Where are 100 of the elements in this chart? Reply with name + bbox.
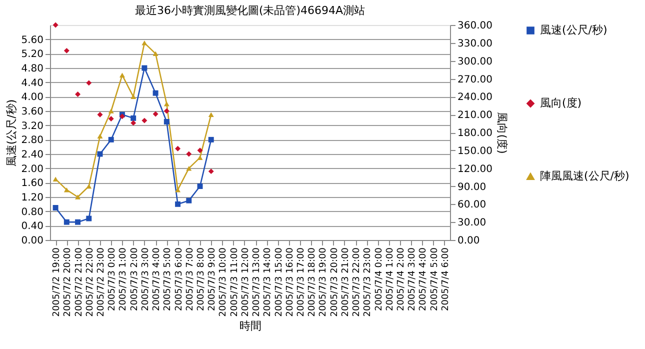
y2-tick-label: 120.00 xyxy=(458,164,492,175)
point xyxy=(152,111,158,117)
x-tick-label: 2005/7/3 21:00 xyxy=(340,247,351,317)
point xyxy=(175,146,181,152)
point xyxy=(186,151,192,157)
y-tick-label: 5.20 xyxy=(21,49,44,60)
x-tick-label: 2005/7/3 19:00 xyxy=(318,247,329,317)
point xyxy=(75,194,81,200)
y2-tick-label: 180.00 xyxy=(458,128,492,139)
point xyxy=(52,176,58,182)
point xyxy=(75,219,81,225)
point xyxy=(119,72,125,78)
point xyxy=(108,116,114,122)
point xyxy=(164,101,170,106)
point xyxy=(164,108,170,114)
x-tick-label: 2005/7/3 18:00 xyxy=(308,247,318,317)
y2-tick-label: 360.00 xyxy=(458,20,492,32)
x-tick-label: 2005/7/3 9:00 xyxy=(208,247,218,311)
x-tick-label: 2005/7/2 23:00 xyxy=(96,247,106,317)
y2-tick-label: 0.00 xyxy=(458,236,480,246)
point xyxy=(152,90,158,96)
x-tick-label: 2005/7/3 10:00 xyxy=(218,247,229,317)
legend-label: 陣風風速(公尺/秒) xyxy=(540,170,630,182)
x-tick-label: 2005/7/2 20:00 xyxy=(63,247,74,317)
point xyxy=(142,65,148,71)
y-tick-label: 4.80 xyxy=(21,64,44,74)
point xyxy=(164,119,170,124)
point xyxy=(208,136,214,142)
x-tick-label: 2005/7/4 2:00 xyxy=(396,247,406,311)
point xyxy=(86,184,92,189)
x-tick-label: 2005/7/3 5:00 xyxy=(163,247,174,311)
y-tick-label: 0.80 xyxy=(21,206,44,218)
y-axis-title: 風速(公尺/秒) xyxy=(5,99,18,167)
x-tick-label: 2005/7/4 1:00 xyxy=(385,247,396,311)
legend-label: 風向(度) xyxy=(540,96,582,110)
x-tick-label: 2005/7/3 15:00 xyxy=(274,247,284,317)
y-tick-label: 3.60 xyxy=(21,106,44,118)
legend-label: 風速(公尺/秒) xyxy=(540,24,608,36)
x-tick-label: 2005/7/2 22:00 xyxy=(85,247,96,317)
y-tick-label: 1.20 xyxy=(21,192,44,204)
y-tick-label: 1.60 xyxy=(21,178,44,190)
x-tick-label: 2005/7/3 3:00 xyxy=(140,247,151,311)
point xyxy=(86,80,92,86)
point xyxy=(142,118,148,124)
point xyxy=(197,155,203,160)
point xyxy=(64,48,70,54)
point xyxy=(52,205,58,210)
y2-tick-label: 210.00 xyxy=(458,110,492,122)
point xyxy=(152,51,158,56)
point xyxy=(108,136,114,142)
x-tick-label: 2005/7/4 5:00 xyxy=(430,247,440,311)
x-tick-label: 2005/7/3 12:00 xyxy=(240,247,251,317)
point xyxy=(197,184,203,189)
y-tick-label: 5.60 xyxy=(21,34,44,46)
y-tick-label: 0.00 xyxy=(21,236,44,246)
x-tick-label: 2005/7/3 22:00 xyxy=(352,247,362,317)
x-tick-label: 2005/7/3 23:00 xyxy=(363,247,374,317)
y-tick-label: 2.40 xyxy=(21,150,44,160)
x-tick-label: 2005/7/3 8:00 xyxy=(196,247,206,311)
y2-tick-label: 240.00 xyxy=(458,92,492,104)
y-tick-label: 2.80 xyxy=(21,135,44,146)
y2-tick-label: 60.00 xyxy=(458,200,486,211)
y2-tick-label: 300.00 xyxy=(458,56,492,68)
x-tick-label: 2005/7/3 17:00 xyxy=(296,247,306,317)
x-tick-label: 2005/7/3 7:00 xyxy=(185,247,196,311)
point xyxy=(186,166,192,171)
x-tick-label: 2005/7/4 3:00 xyxy=(408,247,418,311)
x-tick-label: 2005/7/3 20:00 xyxy=(330,247,340,317)
x-axis-title: 時間 xyxy=(240,320,262,333)
point xyxy=(175,201,181,207)
x-tick-label: 2005/7/3 13:00 xyxy=(252,247,262,317)
point xyxy=(208,168,214,174)
x-tick-label: 2005/7/3 11:00 xyxy=(230,247,240,317)
point xyxy=(130,120,136,126)
point xyxy=(108,108,114,114)
point xyxy=(97,112,103,118)
point xyxy=(75,92,81,98)
x-tick-label: 2005/7/3 16:00 xyxy=(285,247,296,317)
chart-title: 最近36小時實測風變化圖(未品管)46694A測站 xyxy=(134,4,366,17)
y2-tick-label: 330.00 xyxy=(458,38,492,50)
point xyxy=(208,112,214,117)
y2-tick-label: 30.00 xyxy=(458,218,486,229)
y2-tick-label: 150.00 xyxy=(458,146,492,157)
point xyxy=(142,40,148,46)
x-tick-label: 2005/7/3 0:00 xyxy=(108,247,118,311)
y-tick-label: 0.40 xyxy=(21,221,44,232)
point xyxy=(130,115,136,121)
point xyxy=(130,94,136,100)
x-tick-label: 2005/7/4 4:00 xyxy=(418,247,429,311)
x-tick-label: 2005/7/2 19:00 xyxy=(52,247,62,317)
y-tick-label: 2.00 xyxy=(21,164,44,175)
point xyxy=(197,148,203,154)
point xyxy=(52,22,58,28)
x-tick-label: 2005/7/4 6:00 xyxy=(440,247,451,311)
y-tick-label: 4.00 xyxy=(21,92,44,104)
x-tick-label: 2005/7/3 4:00 xyxy=(152,247,162,311)
point xyxy=(64,219,70,225)
y-tick-label: 3.20 xyxy=(21,120,44,132)
y-tick-label: 4.40 xyxy=(21,78,44,89)
point xyxy=(86,216,92,222)
